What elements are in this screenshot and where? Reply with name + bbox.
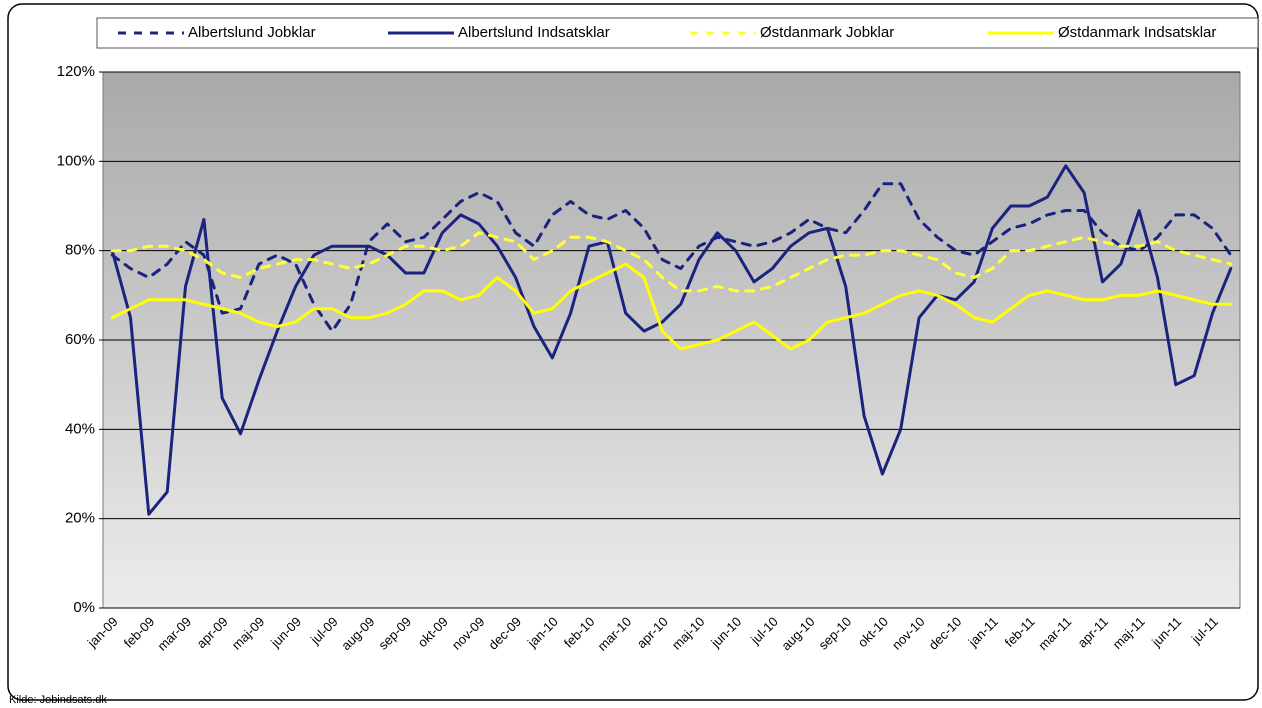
legend-box: [96, 17, 1259, 49]
line-series: [110, 182, 1233, 333]
source: Kilde: Jobindsats.dk: [9, 694, 107, 706]
line-series: [110, 262, 1233, 351]
line-series: [110, 231, 1233, 293]
legend-label: Albertslund Jobklar: [188, 24, 316, 41]
line-series: [110, 164, 1233, 516]
y-tick-label: 120%: [57, 63, 95, 80]
y-tick-label: 40%: [65, 420, 95, 437]
legend-label: Østdanmark Jobklar: [760, 24, 894, 41]
y-tick-label: 80%: [65, 242, 95, 259]
y-tick-label: 60%: [65, 331, 95, 348]
legend-label: Østdanmark Indsatsklar: [1058, 24, 1216, 41]
y-tick-label: 0%: [73, 599, 95, 616]
legend-label: Albertslund Indsatsklar: [458, 24, 610, 41]
y-tick-label: 20%: [65, 510, 95, 527]
y-tick-label: 100%: [57, 152, 95, 169]
